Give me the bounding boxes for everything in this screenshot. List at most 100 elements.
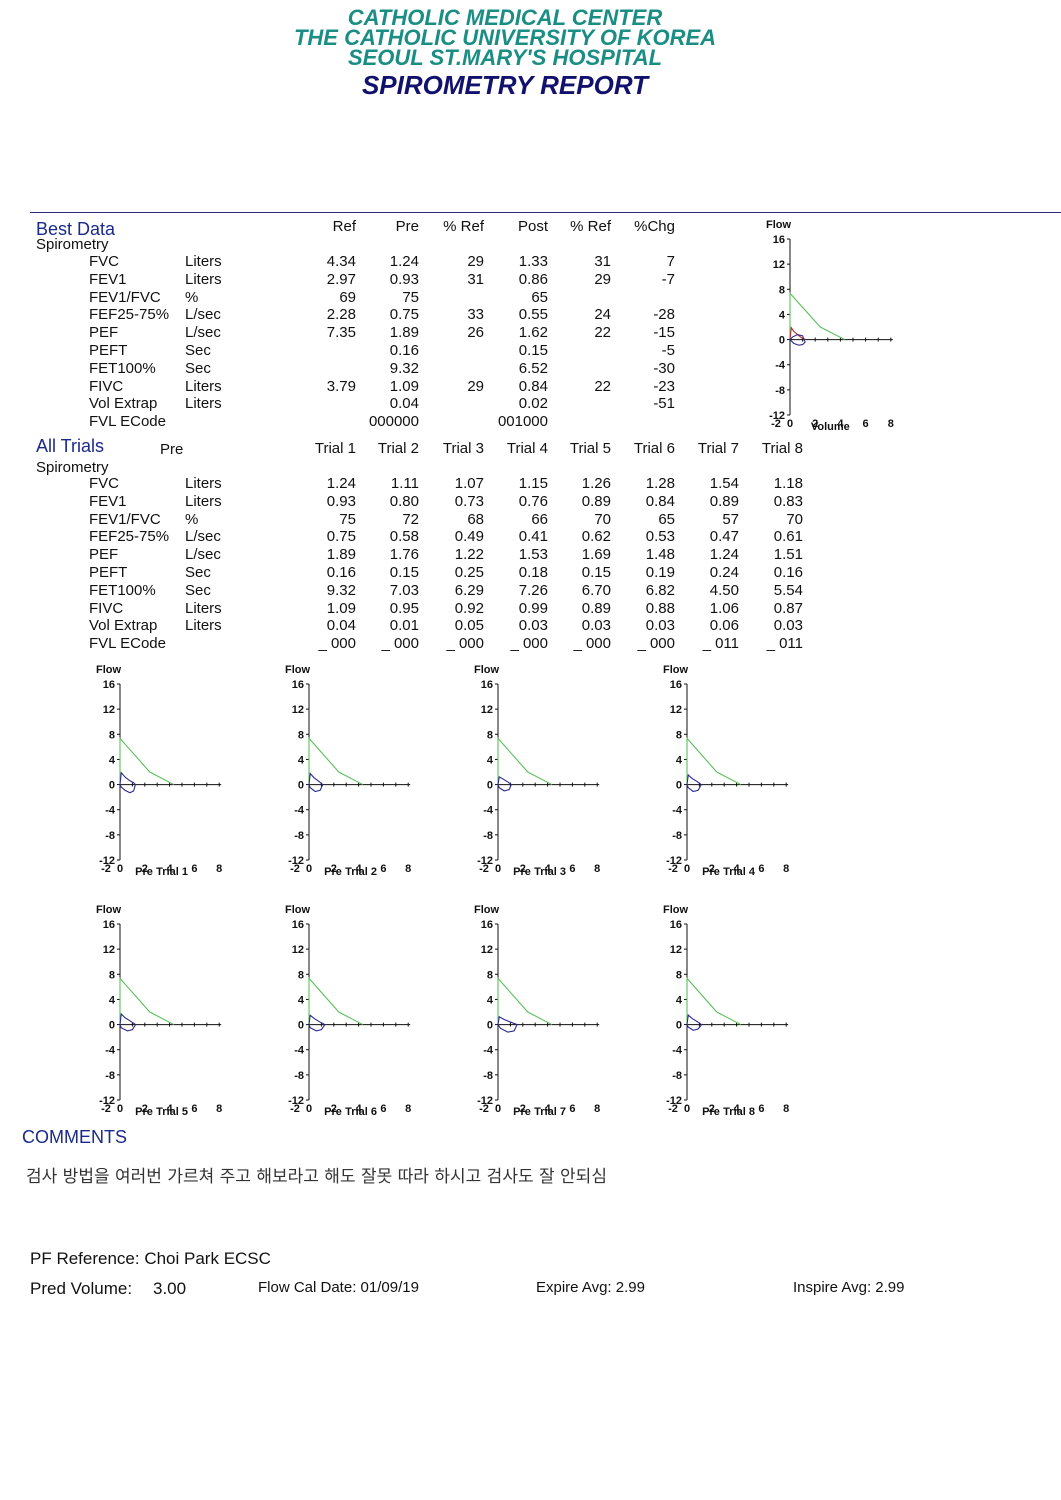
trial-row-unit: Sec — [185, 581, 211, 599]
best-cell: 1.33 — [518, 253, 548, 270]
y-tick-label: 4 — [487, 994, 494, 1006]
trial-col-header: Trial 1 — [314, 440, 356, 457]
trial-col-header: Trial 8 — [761, 440, 803, 457]
flow-volume-curve — [308, 976, 364, 1026]
x-tick-label: 6 — [863, 418, 869, 430]
trial-cell: 1.18 — [773, 475, 803, 492]
y-tick-label: 16 — [481, 919, 493, 931]
trial-cell: 1.24 — [709, 546, 739, 564]
best-cell: 31 — [594, 253, 611, 270]
trial-cell: 0.25 — [454, 564, 484, 581]
best-cell: 75 — [402, 288, 419, 306]
trial-cell: 0.03 — [773, 617, 803, 635]
y-tick-label: 12 — [103, 704, 115, 716]
y-axis-label: Flow — [96, 904, 121, 916]
flow-volume-curve — [119, 736, 175, 786]
y-tick-label: -4 — [672, 1045, 683, 1057]
best-cell: 0.75 — [389, 306, 419, 324]
y-tick-label: -8 — [294, 830, 304, 842]
y-tick-label: -8 — [483, 1070, 493, 1082]
trial-cell: 0.24 — [709, 564, 739, 581]
x-tick-label: -2 — [479, 1103, 489, 1115]
trial-cell: 0.16 — [773, 564, 803, 581]
trial-row-unit: L/sec — [185, 546, 221, 564]
group-label: Pre — [513, 866, 531, 878]
best-row-unit: Liters — [185, 377, 222, 395]
y-tick-label: -4 — [105, 805, 116, 817]
x-tick-label: -2 — [668, 1103, 678, 1115]
y-tick-label: 16 — [103, 679, 115, 691]
y-tick-label: -4 — [672, 805, 683, 817]
x-tick-label: -2 — [290, 1103, 300, 1115]
best-cell: 29 — [467, 377, 484, 395]
y-tick-label: 0 — [676, 780, 682, 792]
best-cell: 0.84 — [518, 377, 548, 395]
trial-cell: 1.07 — [454, 475, 484, 492]
all-trials-title: All Trials — [36, 436, 105, 456]
best-row-name: FEV1 — [89, 270, 127, 288]
x-tick-label: 8 — [888, 418, 894, 430]
trial-cell: 65 — [658, 510, 675, 528]
y-tick-label: 0 — [298, 780, 304, 792]
best-row-unit: Liters — [185, 395, 222, 413]
y-tick-label: 8 — [487, 729, 493, 741]
y-tick-label: 0 — [487, 1020, 493, 1032]
x-tick-label: 2 — [812, 418, 818, 430]
x-tick-label: 4 — [837, 418, 844, 430]
y-tick-label: 0 — [109, 780, 115, 792]
trial-cell: 1.09 — [326, 599, 356, 617]
best-cell: 2.28 — [326, 306, 356, 324]
trial-cell: 0.15 — [389, 564, 419, 581]
flow-volume-curve — [119, 1012, 137, 1032]
x-axis-label: Trial 8 — [723, 1106, 755, 1118]
trial-row-unit: Liters — [185, 475, 222, 492]
trial-row-name: FVC — [89, 475, 119, 492]
y-tick-label: -8 — [672, 830, 682, 842]
best-cell: 001000 — [497, 413, 548, 431]
best-cell: 22 — [594, 377, 611, 395]
flow-volume-curve — [497, 736, 553, 786]
best-cell: 1.89 — [389, 324, 419, 342]
expire-avg: Expire Avg: 2.99 — [536, 1279, 645, 1296]
y-tick-label: 12 — [292, 944, 304, 956]
trial-cell: 4.50 — [709, 581, 739, 599]
x-tick-label: 8 — [594, 863, 600, 875]
y-tick-label: 0 — [487, 780, 493, 792]
y-axis-label: Flow — [663, 664, 688, 676]
x-tick-label: 2 — [520, 1103, 526, 1115]
all-trials-pre-label: Pre — [160, 441, 184, 458]
y-axis-label: Flow — [663, 904, 688, 916]
trial-cell: 0.49 — [454, 528, 484, 546]
y-axis-label: Flow — [285, 664, 310, 676]
best-row-unit: Liters — [185, 270, 222, 288]
flow-volume-curve — [308, 1014, 326, 1032]
trial-cell: 1.11 — [390, 475, 419, 492]
flow-volume-curve — [789, 291, 845, 341]
flow-volume-curve — [497, 776, 512, 792]
best-cell: 4.34 — [326, 253, 356, 270]
flow-volume-curve — [686, 1013, 703, 1031]
flow-volume-chart: Flow 16 12 8 4 0 -4 -8 -12-2 0 2 4 6 8 Pre Trial 2 — [285, 664, 411, 878]
trial-cell: 0.80 — [389, 492, 419, 510]
trial-cell: 70 — [786, 510, 803, 528]
x-tick-label: 0 — [117, 863, 123, 875]
trial-cell: 0.53 — [645, 528, 675, 546]
y-tick-label: -12 — [666, 855, 682, 867]
best-col-header: Ref — [332, 218, 356, 235]
group-label: Pre — [135, 866, 153, 878]
y-tick-label: 0 — [109, 1020, 115, 1032]
y-tick-label: 0 — [298, 1020, 304, 1032]
y-tick-label: 12 — [481, 944, 493, 956]
x-tick-label: 8 — [594, 1103, 600, 1115]
y-tick-label: -8 — [105, 830, 115, 842]
best-cell: 0.55 — [518, 306, 548, 324]
trial-cell: 1.51 — [773, 546, 803, 564]
group-label: Pre — [135, 1106, 153, 1118]
trial-row-unit: Sec — [185, 564, 211, 581]
y-tick-label: 4 — [109, 994, 116, 1006]
trial-cell: 0.83 — [773, 492, 803, 510]
best-row-name: FIVC — [89, 377, 124, 395]
report-title: SPIROMETRY REPORT — [361, 70, 649, 100]
x-tick-label: 6 — [758, 1103, 764, 1115]
best-cell: 1.09 — [389, 377, 419, 395]
